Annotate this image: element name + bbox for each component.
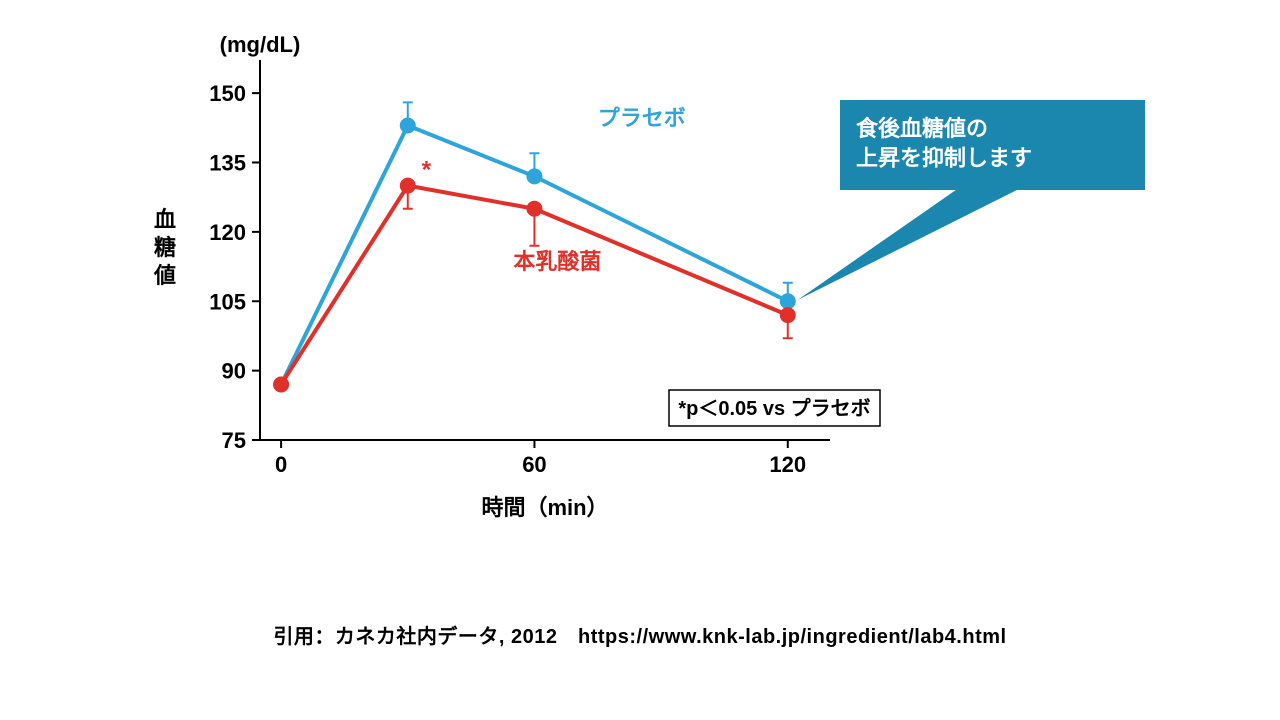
x-axis-label: 時間（min） — [481, 495, 608, 520]
callout-line1: 食後血糖値の — [856, 116, 988, 141]
x-tick-label: 0 — [275, 452, 287, 477]
blood-glucose-chart: 75 90 105 120 135 150 0 60 120 (mg/dL) 血糖値時間（min） *… — [120, 30, 1160, 590]
y-tick-label: 120 — [209, 220, 246, 245]
y-tick-label: 135 — [209, 151, 246, 176]
series-marker-placebo — [400, 118, 416, 134]
series-marker-placebo — [780, 293, 796, 309]
y-axis-label: 血 — [154, 207, 176, 232]
citation-label: 引用：カネカ社内データ, 2012 https://www.knk-lab.jp… — [273, 626, 1006, 648]
series-marker-placebo — [526, 168, 542, 184]
y-tick-label: 150 — [209, 81, 246, 106]
y-tick-label: 90 — [222, 359, 246, 384]
y-axis-label: 値 — [153, 263, 176, 288]
y-axis-label: 糖 — [154, 235, 176, 260]
pvalue-text: *p＜0.05 vs プラセボ — [678, 397, 870, 420]
x-tick-label: 120 — [769, 452, 806, 477]
y-unit-label: (mg/dL) — [220, 32, 301, 57]
series-marker-treatment — [526, 201, 542, 217]
series-marker-treatment — [400, 178, 416, 194]
callout-line2: 上昇を抑制します — [856, 146, 1032, 171]
y-tick-label: 75 — [222, 428, 246, 453]
citation-text: 引用：カネカ社内データ, 2012 https://www.knk-lab.jp… — [0, 620, 1280, 649]
x-tick-label: 60 — [522, 452, 546, 477]
y-tick-label: 105 — [209, 289, 246, 314]
series-label-placebo: プラセボ — [598, 106, 686, 131]
callout-pointer — [798, 190, 1017, 300]
significance-marker: * — [422, 157, 432, 184]
series-label-treatment: 本乳酸菌 — [513, 249, 601, 274]
series-marker-treatment — [780, 307, 796, 323]
series-marker-treatment — [273, 377, 289, 393]
